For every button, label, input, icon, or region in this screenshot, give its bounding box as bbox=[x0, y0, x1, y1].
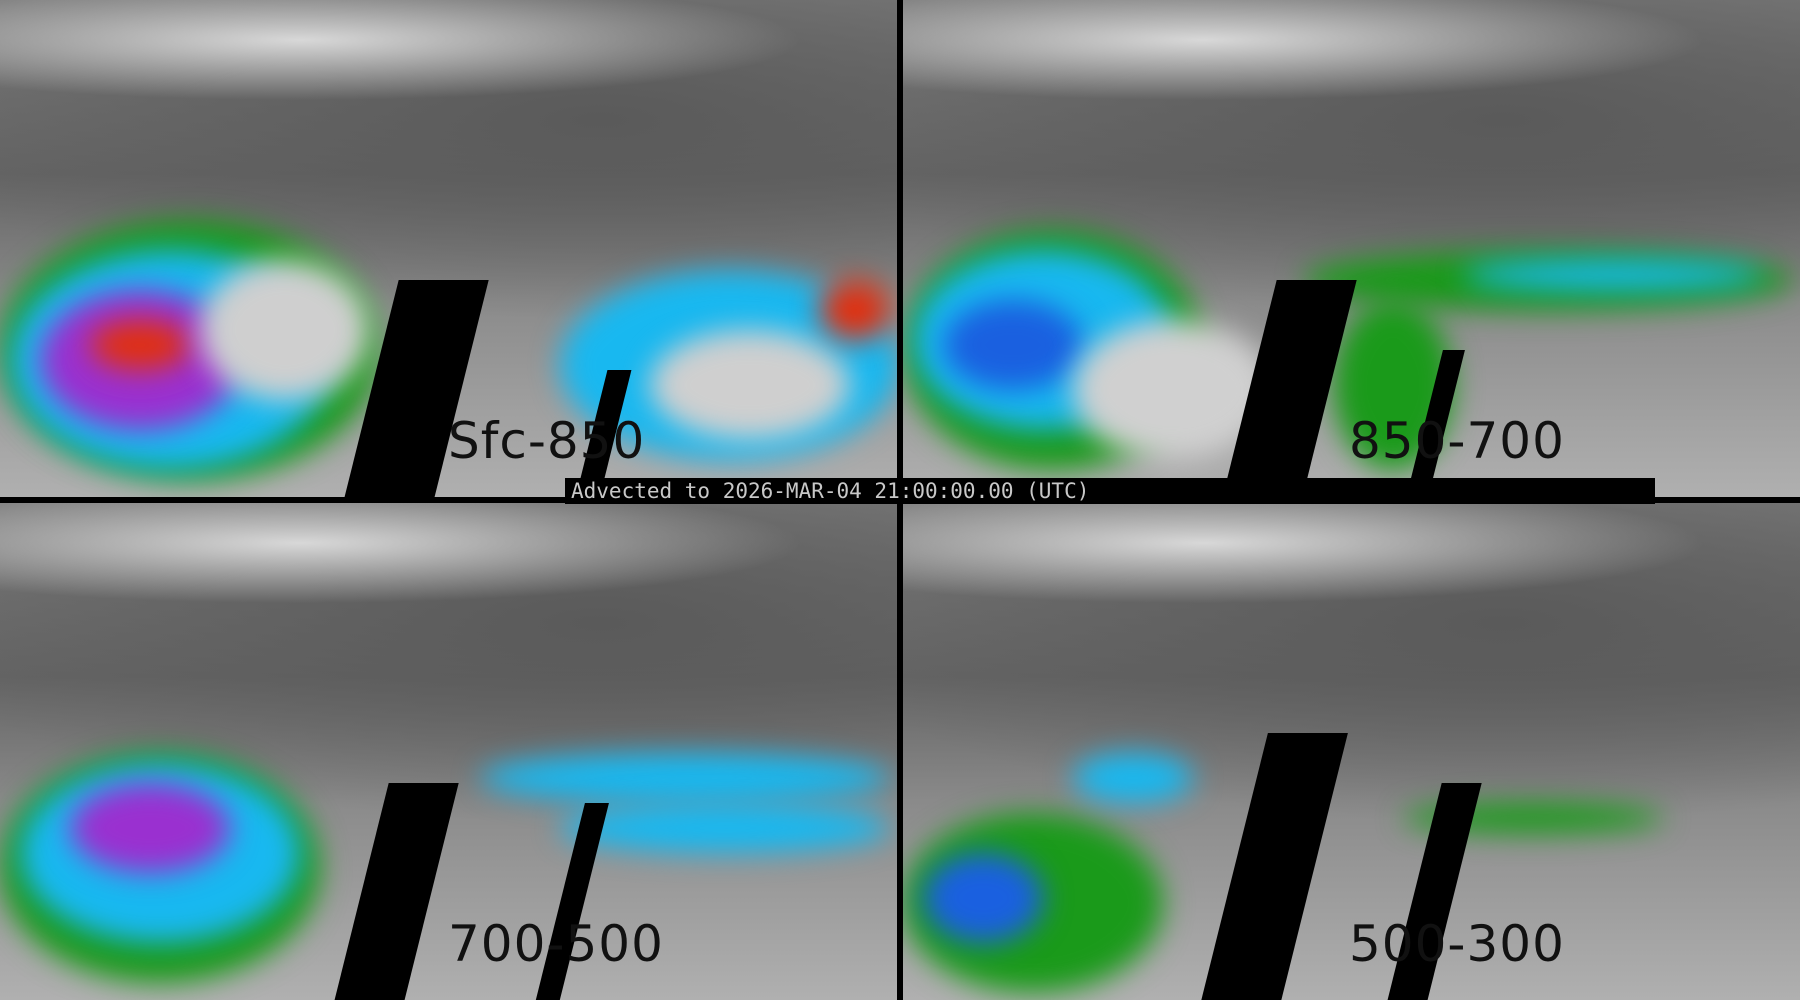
layer-label: Sfc-850 bbox=[448, 412, 646, 470]
panel-sfc-850: Sfc-850 bbox=[0, 0, 897, 497]
panel-700-500: 700-500 bbox=[0, 503, 897, 1000]
layer-label: 850-700 bbox=[1349, 412, 1565, 470]
panel-850-700: 850-700 bbox=[903, 0, 1800, 497]
banner-text: Advected to 2026-MAR-04 21:00:00.00 (UTC… bbox=[571, 479, 1090, 503]
panel-500-300: 500-300 bbox=[903, 503, 1800, 1000]
advection-time-banner: Advected to 2026-MAR-04 21:00:00.00 (UTC… bbox=[565, 478, 1655, 504]
layer-label: 700-500 bbox=[448, 915, 664, 973]
layer-label: 500-300 bbox=[1349, 915, 1565, 973]
